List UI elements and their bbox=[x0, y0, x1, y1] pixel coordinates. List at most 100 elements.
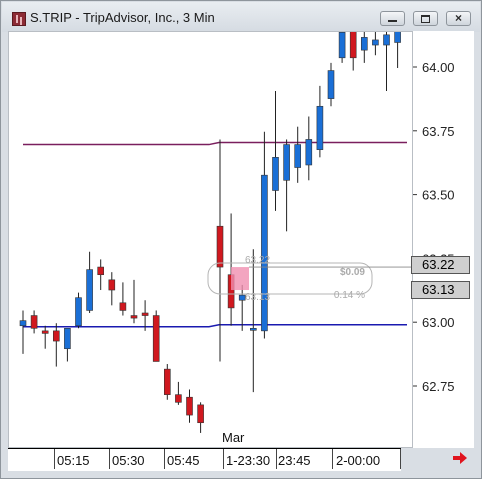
month-label: Mar bbox=[222, 430, 245, 445]
maximize-button[interactable] bbox=[413, 11, 438, 26]
candle bbox=[108, 272, 116, 306]
down-candle-body bbox=[186, 396, 193, 416]
candle bbox=[238, 284, 246, 331]
close-button[interactable]: × bbox=[446, 11, 471, 26]
chart-app-icon bbox=[12, 12, 26, 26]
candle bbox=[283, 139, 290, 232]
candle bbox=[327, 62, 335, 107]
up-candle-body bbox=[327, 70, 335, 99]
candle bbox=[316, 85, 324, 158]
candle bbox=[372, 32, 379, 56]
time-separator bbox=[276, 449, 277, 469]
down-candle-body bbox=[164, 368, 171, 395]
up-candle-body bbox=[64, 328, 71, 350]
y-tick-label: 63.50 bbox=[422, 188, 455, 203]
up-candle-body bbox=[75, 297, 82, 327]
up-candle-body bbox=[338, 32, 346, 59]
candle bbox=[86, 251, 93, 313]
time-label: 05:45 bbox=[167, 453, 200, 468]
scroll-right-arrow-icon[interactable] bbox=[453, 452, 467, 464]
up-candle-body bbox=[261, 174, 268, 332]
candle bbox=[97, 259, 104, 291]
down-candle-body bbox=[97, 266, 104, 276]
time-label: 05:15 bbox=[57, 453, 90, 468]
up-candle-body bbox=[250, 328, 257, 331]
candle bbox=[186, 389, 193, 423]
up-candle-body bbox=[294, 144, 302, 168]
down-candle-body bbox=[141, 312, 149, 316]
range-change-label: $0.09 bbox=[340, 267, 365, 278]
y-tick-label: 63.75 bbox=[422, 124, 455, 139]
candle bbox=[30, 310, 38, 334]
y-tick-label: 62.75 bbox=[422, 379, 455, 394]
time-label: 23:45 bbox=[278, 453, 311, 468]
time-label: 05:30 bbox=[112, 453, 145, 468]
up-candle-body bbox=[305, 139, 313, 166]
candle bbox=[261, 131, 268, 339]
candle bbox=[272, 90, 279, 211]
minimize-button[interactable] bbox=[380, 11, 405, 26]
candle bbox=[349, 32, 357, 71]
time-separator bbox=[54, 449, 55, 469]
time-axis[interactable] bbox=[8, 448, 401, 471]
candle bbox=[175, 381, 182, 405]
resistance-line bbox=[23, 141, 407, 146]
down-candle-body bbox=[216, 225, 224, 268]
candle bbox=[216, 139, 224, 362]
down-candle-body bbox=[30, 315, 38, 329]
candle bbox=[383, 32, 390, 91]
up-candle-body bbox=[238, 294, 246, 301]
y-tick-label: 64.00 bbox=[422, 60, 455, 75]
candle bbox=[75, 292, 82, 329]
up-candle-body bbox=[372, 39, 379, 46]
y-tick-label: 63.00 bbox=[422, 315, 455, 330]
down-candle-body bbox=[197, 404, 204, 424]
up-candle-body bbox=[383, 34, 390, 46]
candle bbox=[294, 126, 302, 183]
up-candle-body bbox=[272, 157, 279, 191]
down-candle-body bbox=[119, 302, 127, 311]
candle bbox=[119, 282, 127, 316]
time-separator bbox=[164, 449, 165, 469]
candle bbox=[250, 249, 257, 393]
title-bar[interactable]: S.TRIP - TripAdvisor, Inc., 3 Min × bbox=[2, 2, 480, 32]
down-candle-body bbox=[52, 330, 60, 342]
candle bbox=[338, 32, 346, 63]
candle bbox=[130, 279, 138, 324]
candle bbox=[394, 32, 401, 68]
candle bbox=[152, 310, 160, 362]
time-separator bbox=[400, 449, 401, 469]
candlestick-chart[interactable]: 63.22 63.13 $0.09 0.14 % bbox=[9, 32, 414, 449]
candle bbox=[41, 325, 49, 349]
price-tag-low: 63.13 bbox=[411, 281, 470, 300]
down-candle-body bbox=[175, 394, 182, 403]
candle bbox=[64, 328, 71, 362]
price-plot-area[interactable]: 63.22 63.13 $0.09 0.14 % bbox=[8, 31, 414, 449]
up-candle-body bbox=[19, 320, 27, 327]
up-candle-body bbox=[394, 32, 401, 43]
range-change-pct-label: 0.14 % bbox=[334, 290, 365, 301]
time-label: 2-00:00 bbox=[336, 453, 381, 468]
time-separator bbox=[109, 449, 110, 469]
price-tag-high: 63.22 bbox=[411, 256, 470, 275]
candle bbox=[141, 300, 149, 331]
down-candle-body bbox=[349, 32, 357, 59]
time-separator bbox=[223, 449, 224, 469]
window-title: S.TRIP - TripAdvisor, Inc., 3 Min bbox=[30, 10, 215, 25]
range-highlight bbox=[231, 267, 249, 291]
measure-bubble bbox=[207, 262, 373, 295]
time-label: 1-23:30 bbox=[226, 453, 271, 468]
down-candle-body bbox=[152, 315, 160, 362]
candle bbox=[19, 310, 27, 354]
up-candle-body bbox=[283, 144, 290, 181]
support-line bbox=[23, 324, 407, 328]
down-candle-body bbox=[41, 330, 49, 334]
candle bbox=[197, 402, 204, 433]
range-low-label: 63.13 bbox=[245, 292, 270, 303]
up-candle-body bbox=[360, 37, 368, 51]
up-candle-body bbox=[316, 105, 324, 150]
range-high-label: 63.22 bbox=[245, 255, 270, 266]
candle bbox=[164, 364, 171, 400]
